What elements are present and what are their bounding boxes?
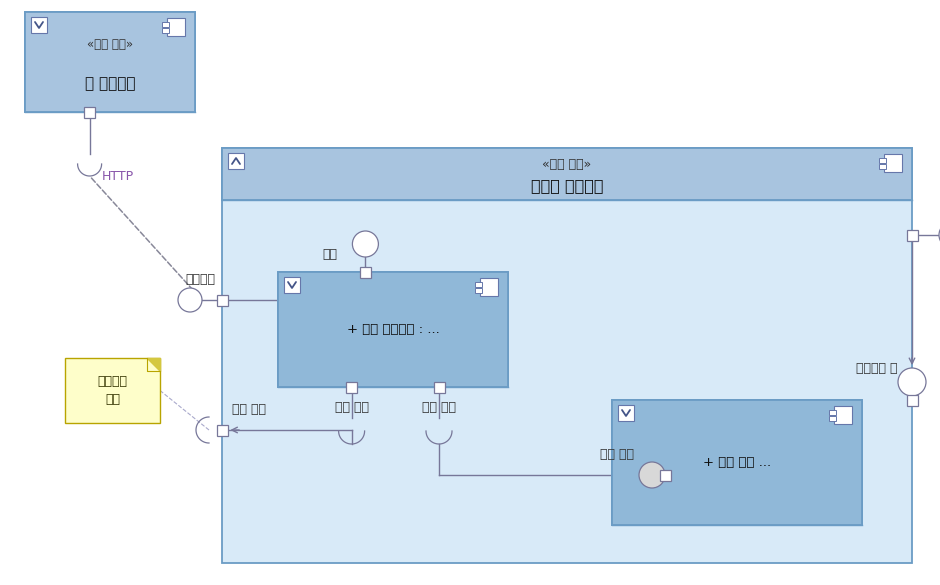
Circle shape bbox=[939, 222, 940, 248]
Text: + 주방 서버 ...: + 주방 서버 ... bbox=[703, 456, 771, 469]
Text: HTTP: HTTP bbox=[102, 170, 133, 183]
Bar bbox=[360, 267, 371, 277]
Text: 지불인증
위임: 지불인증 위임 bbox=[98, 375, 128, 406]
Bar bbox=[906, 394, 917, 405]
Bar bbox=[829, 410, 836, 415]
Bar bbox=[216, 294, 227, 305]
Text: 음식 주문: 음식 주문 bbox=[600, 448, 634, 461]
Bar bbox=[906, 229, 917, 240]
Bar bbox=[167, 18, 185, 36]
Bar bbox=[475, 281, 482, 287]
Text: 주방작업 큐: 주방작업 큐 bbox=[855, 362, 897, 374]
Text: 지불 인증: 지불 인증 bbox=[335, 401, 368, 414]
Circle shape bbox=[639, 462, 665, 488]
Bar bbox=[84, 106, 95, 118]
Bar bbox=[829, 416, 836, 421]
Bar bbox=[162, 28, 169, 33]
Polygon shape bbox=[147, 358, 160, 371]
Bar bbox=[480, 278, 498, 296]
Bar bbox=[65, 358, 160, 423]
Bar bbox=[228, 153, 244, 169]
Bar bbox=[879, 164, 886, 169]
Text: «구성 요소»: «구성 요소» bbox=[86, 37, 133, 50]
Bar bbox=[216, 425, 227, 435]
Text: + 고객 웹서비스 : ...: + 고객 웹서비스 : ... bbox=[347, 323, 439, 336]
Text: 판매: 판매 bbox=[322, 247, 337, 260]
Bar bbox=[879, 157, 886, 163]
Circle shape bbox=[898, 368, 926, 396]
Bar bbox=[25, 12, 195, 112]
Bar bbox=[284, 277, 300, 293]
Text: 음식 주문: 음식 주문 bbox=[422, 401, 456, 414]
Bar bbox=[884, 154, 902, 172]
Bar bbox=[475, 288, 482, 293]
Bar bbox=[278, 272, 508, 387]
Bar bbox=[612, 400, 862, 525]
Bar bbox=[346, 381, 357, 393]
Text: 지불 인증: 지불 인증 bbox=[232, 403, 266, 416]
Bar bbox=[25, 12, 195, 112]
Bar bbox=[618, 405, 634, 421]
Bar bbox=[222, 148, 912, 200]
Text: «구성 요소»: «구성 요소» bbox=[542, 158, 591, 171]
Text: 웹 브라우저: 웹 브라우저 bbox=[85, 77, 135, 91]
Circle shape bbox=[352, 231, 379, 257]
Bar bbox=[612, 400, 862, 525]
Bar bbox=[660, 470, 670, 480]
Circle shape bbox=[178, 288, 202, 312]
Bar bbox=[31, 17, 47, 33]
Bar bbox=[222, 148, 912, 563]
Text: 웹사이트: 웹사이트 bbox=[185, 273, 215, 286]
Bar bbox=[278, 272, 508, 387]
Bar bbox=[433, 381, 445, 393]
Text: 음식점 웹서비스: 음식점 웹서비스 bbox=[531, 178, 603, 193]
Bar bbox=[834, 406, 852, 424]
Bar bbox=[162, 22, 169, 26]
